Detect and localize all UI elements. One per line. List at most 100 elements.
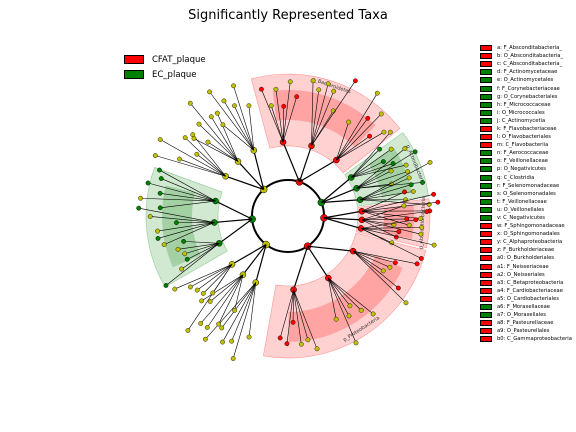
key-label: t: F_Veillonellaceae: [497, 198, 547, 205]
leaf-edge-0-2-0: [336, 121, 349, 161]
leaf-node-5-0-5: [202, 336, 208, 342]
leaf-node-2-1-2: [404, 216, 410, 222]
leaf-node-3-0-1: [392, 260, 398, 266]
leaf-node-6-1-3: [187, 100, 193, 106]
leaf-edge-1-1-3: [356, 171, 408, 189]
key-swatch: [480, 255, 492, 262]
leaf-node-0-0-3: [281, 103, 287, 109]
leaf-node-1-0-0: [387, 129, 393, 135]
key-label: u: O_Veillonellales: [497, 206, 545, 213]
leaf-edge-5-0-1: [232, 282, 257, 359]
branch-5-2: [231, 244, 267, 265]
leaf-edge-5-2-2: [203, 264, 233, 294]
key-swatch: [480, 53, 492, 60]
key-entry-f: f: F_Corynebacteriaceae: [480, 84, 576, 92]
key-swatch: [480, 158, 492, 165]
leaf-edge-6-0-5: [192, 134, 226, 177]
leaf-edge-2-1-5: [361, 219, 397, 238]
leaf-node-6-2-2: [221, 98, 227, 104]
leaf-edge-5-1-2: [207, 274, 244, 328]
leaf-node-4-0-4: [175, 246, 181, 252]
key-label: o: F_Veillonellaceae: [497, 158, 548, 165]
key-label: a1: F_Neisseriaceae: [497, 263, 549, 270]
key-entry-a6: a6: F_Moraxellaceae: [480, 303, 576, 311]
leaf-node-2-0-2: [435, 199, 441, 205]
leaf-node-0-0-4: [287, 79, 293, 85]
leaf-edge-3-1-4: [328, 277, 357, 343]
leaf-edge-3-1-5: [328, 278, 337, 320]
branch-0-1: [298, 145, 313, 183]
key-label: a8: F_Pasteurellaceae: [497, 320, 554, 327]
key-swatch: [480, 295, 492, 302]
leaf-node-3-0-5: [403, 300, 409, 306]
leaf-node-5-2-0: [185, 328, 191, 333]
key-entry-u: u: O_Veillonellales: [480, 206, 576, 214]
leaf-edge-4-2-2: [160, 192, 216, 202]
leaf-node-4-2-5: [157, 167, 162, 173]
leaf-edge-3-0-3: [352, 250, 384, 272]
key-label: a7: O_Moraxellales: [497, 312, 547, 319]
clade-subsector-4: [162, 185, 201, 268]
leaf-node-6-0-4: [182, 135, 188, 141]
leaf-edge-2-0-0: [361, 191, 405, 212]
leaf-edge-1-2-5: [360, 199, 430, 205]
leaf-edge-6-2-5: [248, 105, 255, 151]
branch-4-0: [218, 218, 253, 244]
leaf-edge-4-2-4: [161, 178, 216, 202]
leaf-edge-2-0-5: [361, 210, 410, 226]
key-entry-g: g: O_Corynebacteriales: [480, 93, 576, 101]
leaf-edge-1-0-4: [351, 163, 394, 178]
leaf-node-2-2-1: [419, 224, 425, 230]
key-label: a9: O_Pasteurellales: [497, 328, 550, 335]
key-entry-j: j: C_Actinomycetia: [480, 117, 576, 125]
key-label: h: F_Micrococcaceae: [497, 101, 551, 108]
leaf-edge-0-1-0: [311, 80, 314, 146]
leaf-edge-6-2-3: [234, 105, 255, 151]
key-entry-h: h: F_Micrococcaceae: [480, 101, 576, 109]
leaf-node-2-0-5: [406, 222, 412, 228]
leaf-node-5-0-3: [220, 339, 225, 345]
leaf-edge-3-0-4: [352, 250, 399, 289]
leaf-node-1-2-3: [410, 189, 416, 194]
leaf-node-0-1-2: [325, 81, 331, 87]
leaf-edge-1-2-0: [360, 162, 431, 201]
key-swatch: [480, 117, 492, 124]
leaf-edge-4-1-5: [138, 207, 215, 223]
leaf-edge-4-1-1: [157, 222, 215, 239]
key-entry-a8: a8: F_Pasteurellaceae: [480, 319, 576, 327]
key-entry-b0: b0: C_Gammaproteobacteria: [480, 335, 576, 343]
key-swatch: [480, 150, 492, 157]
branch-5-1: [242, 244, 267, 276]
leaf-edge-6-1-4: [211, 116, 239, 162]
leaf-edge-0-0-1: [270, 105, 284, 143]
key-entry-c: c: C_Absconditabacteria_: [480, 60, 576, 68]
key-label: a2: O_Neisseriales: [497, 271, 545, 278]
leaf-edge-2-2-2: [360, 228, 399, 233]
key-entry-r: r: F_Selenomonadaceae: [480, 182, 576, 190]
leaf-node-0-2-0: [346, 119, 352, 125]
key-label: g: O_Corynebacteriales: [497, 93, 558, 100]
leaf-node-3-0-4: [395, 285, 401, 291]
leaf-edge-6-0-3: [196, 154, 226, 177]
leaf-node-1-0-5: [403, 162, 409, 168]
leaf-node-3-2-0: [314, 346, 320, 352]
leaf-node-1-2-1: [406, 175, 412, 181]
key-entry-a3: a3: C_Betaproteobacteria: [480, 279, 576, 287]
branch-2-0: [323, 210, 362, 219]
leaf-edge-3-0-5: [352, 250, 407, 303]
leaf-node-1-2-2: [408, 182, 414, 188]
key-swatch: [480, 206, 492, 213]
leaf-edge-2-2-3: [360, 228, 435, 246]
key-label: k: F_Flavobacteriaceae: [497, 125, 557, 132]
branch-3-0: [307, 245, 354, 252]
leaf-node-0-2-5: [381, 129, 387, 135]
key-entry-d: d: F_Actinomycetaceae: [480, 68, 576, 76]
leaf-edge-2-0-1: [361, 194, 434, 212]
leaf-node-4-1-0: [161, 242, 167, 247]
leaf-edge-5-0-3: [222, 282, 257, 343]
leaf-edge-0-0-2: [275, 89, 284, 143]
branch-1-2: [321, 199, 361, 204]
leaf-node-1-0-2: [388, 146, 394, 152]
leaf-node-3-1-5: [333, 316, 339, 322]
branch-2-1: [323, 217, 362, 221]
